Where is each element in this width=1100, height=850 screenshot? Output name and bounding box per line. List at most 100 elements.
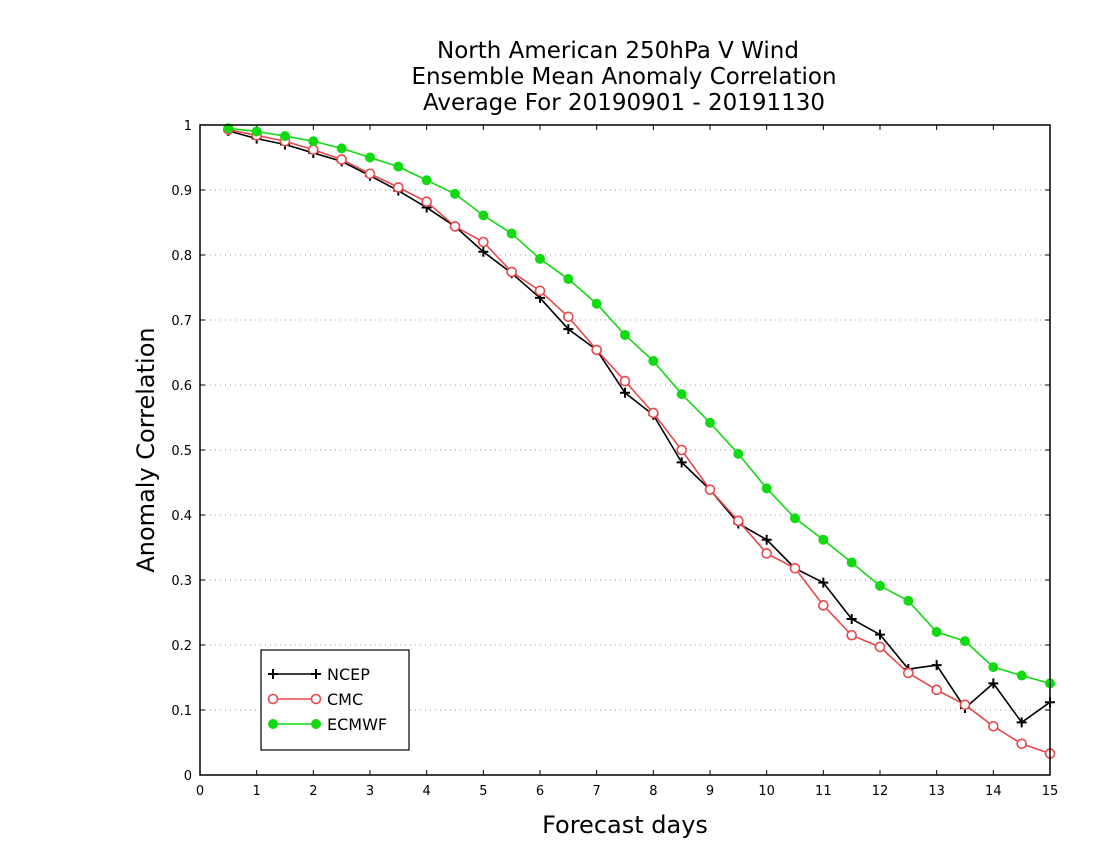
data-point [761, 548, 772, 559]
data-point [676, 444, 687, 456]
y-tick-label: 1 [184, 119, 192, 134]
data-point [449, 221, 461, 232]
data-point [268, 719, 278, 729]
series-ncep [223, 125, 1055, 728]
x-tick-label: 2 [309, 784, 317, 799]
y-tick-label: 0.2 [171, 639, 192, 654]
plot-frame [199, 124, 1051, 776]
data-point [535, 253, 545, 264]
x-tick-label: 3 [366, 784, 374, 799]
data-point [704, 484, 716, 495]
series-line [228, 127, 1051, 685]
data-point [648, 355, 659, 366]
axis-ticks: 00.10.20.30.40.50.60.70.80.910 1 2 3 4 5 6 7 8 9 1… [171, 119, 1058, 799]
data-point [223, 123, 234, 134]
x-tick-label: 12 [872, 784, 889, 799]
y-tick-label: 0 [184, 769, 192, 784]
title-line-2: Ensemble Mean Anomaly Correlation [411, 64, 836, 90]
y-tick-label: 0.1 [171, 704, 192, 719]
data-point [931, 660, 942, 671]
legend: NCEP CMC ECMWF [260, 649, 410, 751]
data-point [733, 515, 744, 527]
data-point [988, 720, 999, 732]
data-point [310, 693, 322, 705]
data-point [846, 614, 857, 624]
data-point [988, 662, 999, 673]
x-tick-label: 7 [593, 784, 601, 799]
data-point [676, 389, 687, 400]
data-point [874, 641, 886, 653]
x-tick-label: 1 [253, 784, 261, 799]
data-point [620, 387, 630, 398]
data-point [931, 627, 942, 637]
y-tick-label: 0.7 [171, 314, 192, 329]
data-point [761, 483, 772, 494]
data-point [789, 562, 801, 574]
data-point [450, 188, 460, 199]
data-point [988, 678, 999, 689]
data-point [421, 196, 432, 207]
x-tick-label: 13 [928, 784, 945, 799]
y-tick-label: 0.5 [171, 444, 192, 459]
data-point [393, 161, 404, 172]
data-point [959, 699, 971, 711]
series-line [228, 130, 1051, 724]
data-point [534, 285, 546, 297]
x-tick-label: 6 [536, 784, 544, 799]
data-point [478, 246, 489, 257]
data-point [336, 143, 347, 154]
x-tick-label: 11 [815, 784, 832, 799]
data-point [875, 580, 885, 591]
legend-label: ECMWF [327, 715, 387, 734]
data-point [478, 236, 489, 248]
data-point [267, 693, 279, 705]
legend-label: CMC [327, 690, 363, 709]
data-point [818, 577, 829, 588]
data-point [308, 136, 319, 147]
data-point [251, 126, 262, 137]
y-tick-label: 0.9 [171, 184, 192, 199]
data-point [421, 175, 432, 186]
data-point [365, 152, 375, 163]
data-point [818, 534, 829, 545]
x-tick-label: 4 [423, 784, 431, 799]
data-point [875, 629, 885, 640]
data-point [563, 324, 574, 335]
data-point [648, 407, 659, 419]
data-point [311, 719, 321, 729]
data-point [280, 131, 290, 142]
data-point [903, 667, 914, 679]
x-tick-label: 9 [706, 784, 714, 799]
data-point [1016, 670, 1027, 681]
legend-item-ecmwf: ECMWF [268, 715, 387, 734]
data-point [591, 344, 602, 356]
data-point [268, 669, 278, 679]
legend-item-cmc: CMC [267, 690, 363, 709]
y-tick-label: 0.8 [171, 249, 192, 264]
data-point [903, 595, 914, 606]
legend-box [260, 649, 410, 751]
legend-item-ncep: NCEP [268, 665, 370, 684]
data-point [846, 557, 857, 568]
data-point [336, 154, 347, 165]
data-point [563, 311, 574, 323]
data-point [733, 448, 744, 459]
data-point [506, 228, 517, 239]
title-line-3: Average For 20190901 - 20191130 [423, 90, 825, 116]
y-tick-label: 0.4 [171, 509, 192, 524]
x-tick-label: 14 [985, 784, 1002, 799]
data-point [506, 266, 517, 278]
data-point [846, 629, 857, 641]
x-tick-label: 10 [758, 784, 775, 799]
data-point [619, 375, 631, 387]
data-point [591, 298, 602, 309]
chart-title: North American 250hPa V Wind Ensemble Me… [411, 38, 836, 116]
data-point [818, 600, 829, 611]
title-line-1: North American 250hPa V Wind [437, 38, 799, 64]
y-tick-label: 0.3 [171, 574, 192, 589]
data-point [364, 168, 376, 180]
x-axis-label: Forecast days [542, 811, 708, 839]
gridlines [200, 189, 1050, 711]
data-point [931, 684, 942, 696]
